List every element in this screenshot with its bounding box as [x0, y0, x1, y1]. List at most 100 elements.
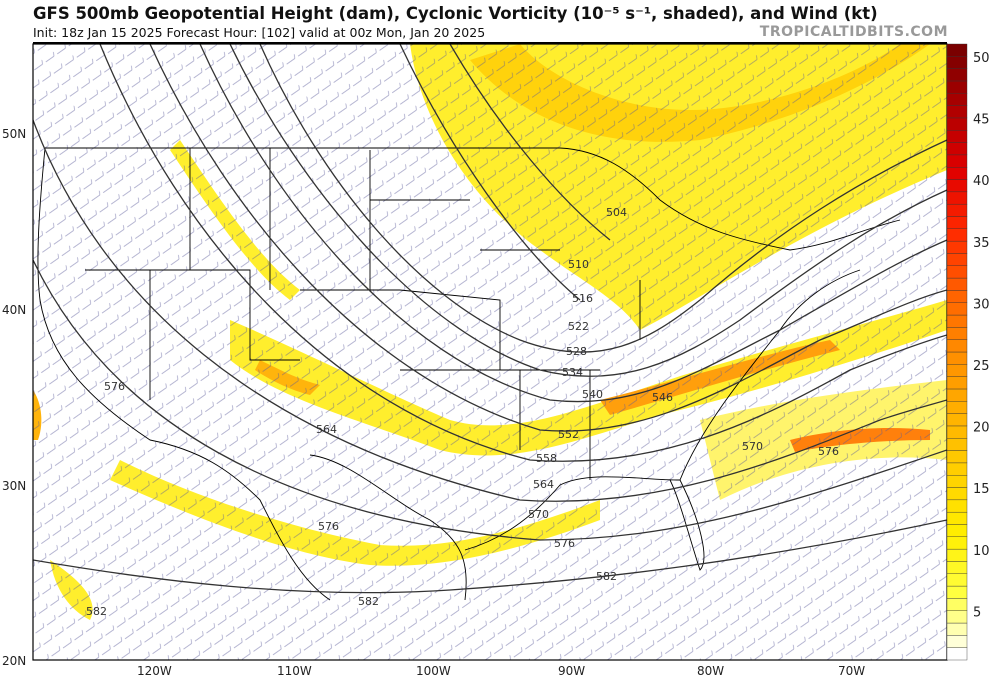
latitude-labels: 50N 40N 30N 20N [2, 127, 26, 668]
contour-label: 516 [572, 292, 593, 305]
colorbar-bin [946, 56, 968, 69]
colorbar-tick-label: 5 [973, 605, 981, 620]
contour-label: 534 [562, 366, 583, 379]
colorbar-bin [946, 80, 968, 94]
colorbar-bin [946, 413, 968, 427]
colorbar-bin [946, 117, 968, 131]
colorbar-bin [946, 216, 968, 229]
colorbar-bin [946, 573, 968, 587]
colorbar-bin [946, 154, 968, 168]
colorbar-labels: 5 10 15 20 25 30 35 40 45 50 [973, 51, 990, 620]
colorbar-bin [946, 228, 968, 242]
colorbar-bin [946, 499, 968, 513]
lon-label: 80W [697, 664, 724, 678]
colorbar-bin [946, 450, 968, 464]
lat-label: 30N [2, 479, 26, 493]
contour-label: 504 [606, 206, 627, 219]
colorbar-bin [946, 561, 968, 574]
contour-label: 540 [582, 388, 603, 401]
contour-label: 576 [104, 380, 125, 393]
lon-label: 90W [558, 664, 585, 678]
colorbar-bin [946, 462, 968, 476]
colorbar [946, 43, 968, 661]
colorbar-tick-label: 35 [973, 236, 990, 251]
contour-label: 522 [568, 320, 589, 333]
colorbar-bin [946, 487, 968, 501]
colorbar-bin [946, 203, 968, 217]
colorbar-bin [946, 253, 968, 266]
colorbar-tick-label: 15 [973, 482, 990, 497]
colorbar-bin [946, 191, 968, 205]
colorbar-tick-label: 10 [973, 544, 990, 559]
colorbar-bin [946, 376, 968, 390]
colorbar-bin [946, 438, 968, 451]
lon-label: 120W [137, 664, 172, 678]
lon-label: 110W [277, 664, 312, 678]
colorbar-bin [946, 585, 968, 599]
colorbar-bin [946, 598, 968, 611]
contour-label: 576 [318, 520, 339, 533]
contour-label: 582 [596, 570, 617, 583]
colorbar-bin [946, 548, 968, 562]
contour-label: 564 [316, 423, 337, 436]
contour-label: 546 [652, 391, 673, 404]
contour-labels: 576 564 504 510 516 522 528 534 540 546 … [86, 206, 839, 618]
colorbar-bin [946, 93, 968, 106]
lon-label: 70W [838, 664, 865, 678]
colorbar-bin [946, 401, 968, 414]
colorbar-bin [946, 388, 968, 402]
lat-label: 20N [2, 654, 26, 668]
lat-label: 50N [2, 127, 26, 141]
contour-label: 582 [358, 595, 379, 608]
contour-label: 552 [558, 428, 579, 441]
colorbar-bin [946, 351, 968, 365]
forecast-subtitle: Init: 18z Jan 15 2025 Forecast Hour: [10… [33, 25, 486, 40]
contour-label: 576 [818, 445, 839, 458]
contour-label: 576 [554, 537, 575, 550]
colorbar-bin [946, 511, 968, 525]
colorbar-bin [946, 524, 968, 537]
contour-label: 564 [533, 478, 554, 491]
colorbar-bin [946, 130, 968, 143]
colorbar-bin [946, 635, 968, 648]
lat-label: 40N [2, 303, 26, 317]
contour-label: 528 [566, 345, 587, 358]
colorbar-tick-label: 50 [973, 51, 990, 66]
colorbar-bin [946, 622, 968, 636]
colorbar-bin [946, 265, 968, 279]
colorbar-bin [946, 339, 968, 353]
height-contours [33, 44, 947, 594]
borders [37, 147, 901, 601]
colorbar-tick-label: 45 [973, 113, 990, 128]
longitude-labels: 120W 110W 100W 90W 80W 70W [137, 664, 865, 678]
brand-watermark: TROPICALTIDBITS.COM [759, 24, 948, 40]
chart-title: GFS 500mb Geopotential Height (dam), Cyc… [33, 4, 878, 23]
colorbar-tick-label: 25 [973, 359, 990, 374]
contour-label: 558 [536, 452, 557, 465]
colorbar-bin [946, 314, 968, 328]
contour-label: 570 [742, 440, 763, 453]
colorbar-bin [946, 364, 968, 377]
colorbar-bin [946, 290, 968, 303]
colorbar-bin [946, 302, 968, 316]
colorbar-bin [946, 610, 968, 624]
colorbar-bin [946, 425, 968, 439]
colorbar-bin [946, 166, 968, 180]
colorbar-tick-label: 40 [973, 174, 990, 189]
colorbar-bin [946, 68, 968, 82]
colorbar-bin [946, 43, 968, 57]
contour-label: 510 [568, 258, 589, 271]
colorbar-bin [946, 142, 968, 156]
lon-label: 100W [416, 664, 451, 678]
header-divider [33, 42, 947, 44]
colorbar-bin [946, 240, 968, 254]
colorbar-bin [946, 277, 968, 291]
colorbar-bin [946, 536, 968, 550]
colorbar-bin [946, 105, 968, 119]
colorbar-tick-label: 30 [973, 297, 990, 312]
colorbar-tick-label: 20 [973, 421, 990, 436]
colorbar-bin [946, 327, 968, 340]
contour-label: 582 [86, 605, 107, 618]
wind-barbs [33, 44, 947, 660]
